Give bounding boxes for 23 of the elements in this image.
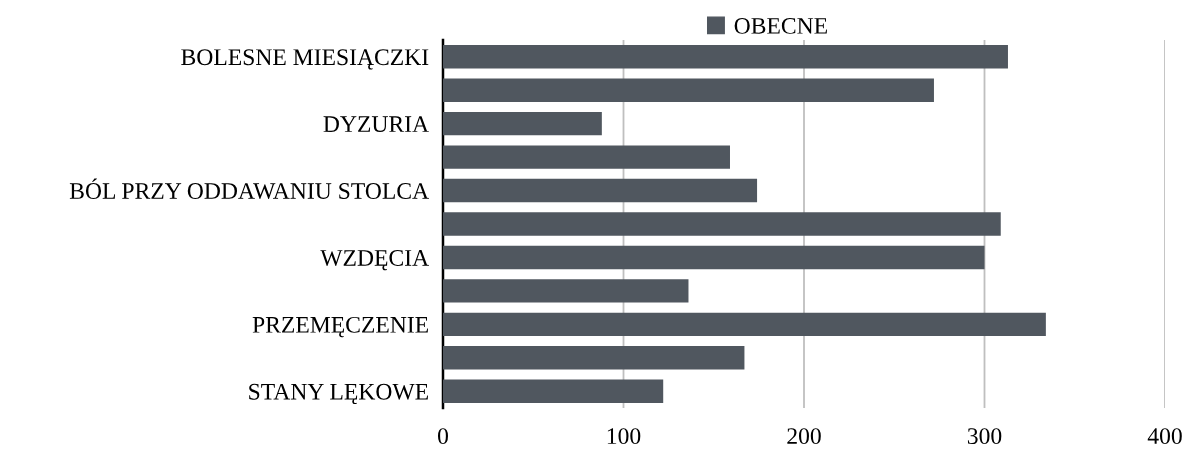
y-tick-label: BOLESNE MIESIĄCZKI [181, 49, 429, 70]
bar [443, 312, 1046, 337]
x-tick-label: 200 [787, 428, 821, 445]
bar [443, 78, 934, 102]
y-tick-label: STANY LĘKOWE [249, 383, 428, 405]
x-tick-label: 100 [607, 428, 641, 445]
bar [443, 45, 1008, 69]
y-tick-label: BÓL PRZY ODDAWANIU STOLCA [69, 178, 429, 200]
bar [443, 346, 745, 370]
y-tick-label: DYZURIA [323, 116, 429, 133]
bar [443, 245, 985, 270]
x-tick-label: 300 [967, 428, 1002, 445]
x-tick-label: 0 [438, 428, 448, 445]
y-tick-label: WZDĘCIA [320, 250, 429, 271]
legend-label: OBECNE [734, 17, 827, 34]
bar [443, 279, 689, 303]
bar [443, 145, 730, 169]
x-tick-label: 400 [1147, 428, 1182, 445]
bar [443, 111, 602, 136]
bar [443, 379, 664, 403]
y-tick-label: PRZEMĘCZENIE [252, 316, 428, 338]
bar [443, 212, 1001, 236]
bar [443, 178, 758, 203]
